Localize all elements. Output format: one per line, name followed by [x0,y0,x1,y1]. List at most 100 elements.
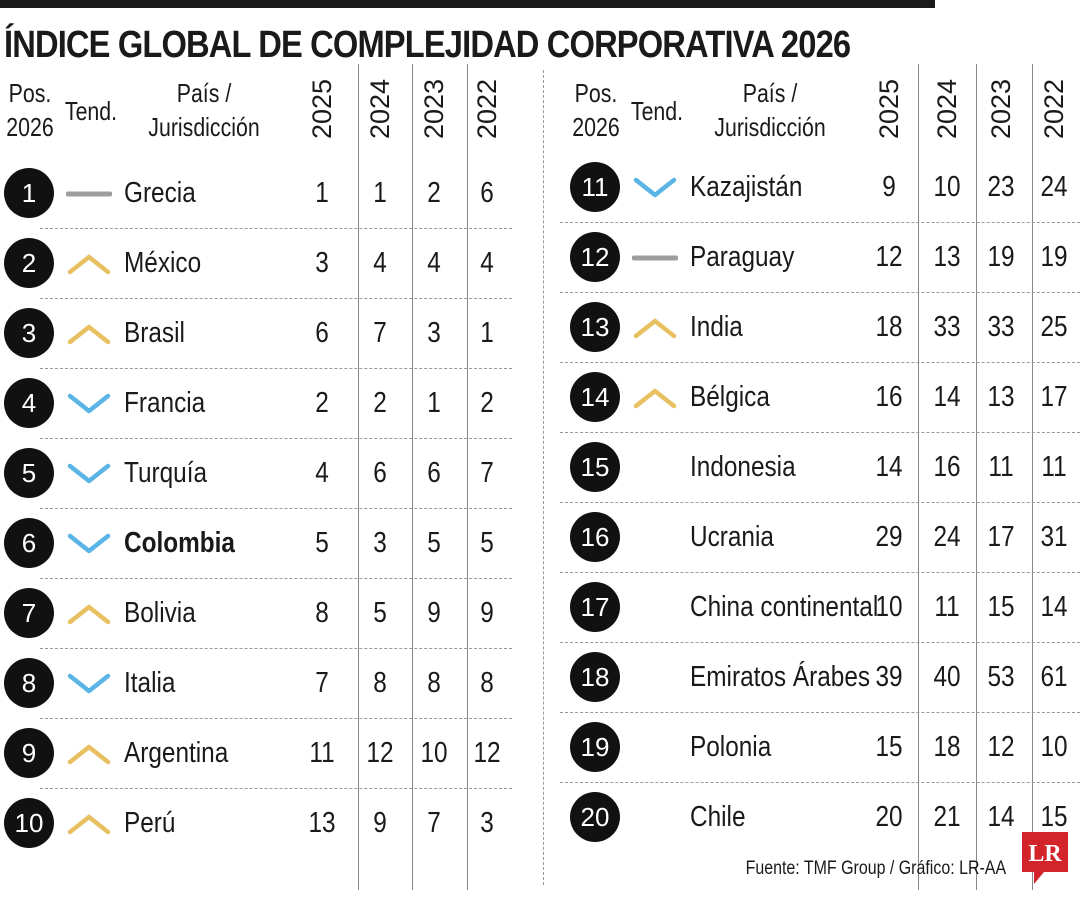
table-row: 4 Francia 2 2 1 2 [0,369,520,439]
rank-2022: 4 [480,247,494,279]
rank-2025: 16 [875,381,903,413]
rank-2025: 3 [315,247,329,279]
rank-2022: 10 [1040,731,1068,763]
row-separator [40,788,512,789]
trend-stroke [67,533,111,554]
rank-2025: 1 [315,177,329,209]
header-year-2023: 2023 [986,78,1016,140]
rank-2023: 10 [420,737,448,769]
rank-2023: 6 [427,457,441,489]
table-row: 11 Kazajistán 9 10 23 24 [560,153,1080,223]
rank-2022: 6 [480,177,494,209]
source-note: Fuente: TMF Group / Gráfico: LR-AA [745,858,1006,879]
rank-2025: 10 [875,591,903,623]
rank-2025: 15 [875,731,903,763]
rank-2024: 14 [933,381,961,413]
trend-empty [632,661,678,695]
header-trend: Tend. [64,96,118,126]
trend-up-icon [67,814,111,835]
country-name: México [124,247,202,279]
trend-down-icon [67,533,111,554]
header-year-2023: 2023 [419,78,449,140]
trend-same-icon [632,255,678,261]
trend-empty [632,591,678,625]
rank-2025: 7 [315,667,329,699]
header-country-line1: País / [742,78,798,108]
table-row: 18 Emiratos Árabes 39 40 53 61 [560,643,1080,713]
rank-2024: 7 [373,317,387,349]
rank-2024: 11 [934,591,960,623]
rank-2023: 8 [427,667,441,699]
position-badge: 8 [4,658,54,708]
position-badge: 14 [570,372,620,422]
header-country: País / Jurisdicción [130,76,278,144]
country-name: Chile [690,801,746,833]
country-name: Paraguay [690,241,795,273]
row-separator [40,508,512,509]
row-separator [40,298,512,299]
country-name: Polonia [690,731,772,763]
position-badge: 17 [570,582,620,632]
rank-2025: 14 [875,451,903,483]
trend-stroke [633,388,677,409]
position-badge: 1 [4,168,54,218]
row-separator [560,782,1080,783]
table-row: 1 Grecia 1 1 2 6 [0,159,520,229]
rank-2022: 24 [1040,171,1068,203]
position-badge: 11 [570,162,620,212]
rank-2023: 3 [427,317,441,349]
table-row: 15 Indonesia 14 16 11 11 [560,433,1080,503]
row-separator [40,648,512,649]
rank-2025: 2 [315,387,329,419]
country-name: Colombia [124,527,235,559]
rank-2024: 3 [373,527,387,559]
rank-2023: 13 [987,381,1015,413]
rank-2024: 13 [933,241,961,273]
table-row: 8 Italia 7 8 8 8 [0,649,520,719]
table-row: 7 Bolivia 8 5 9 9 [0,579,520,649]
rank-2022: 8 [480,667,494,699]
rank-2025: 29 [875,521,903,553]
trend-stroke [67,254,111,275]
header-year-2022: 2022 [472,78,502,140]
header-pos: Pos. 2026 [0,76,63,144]
position-badge: 9 [4,728,54,778]
trend-down-icon [633,177,677,198]
rank-2023: 19 [987,241,1015,273]
header-year-2024: 2024 [365,78,395,140]
rank-2025: 20 [875,801,903,833]
country-name: Bélgica [690,381,770,413]
table-row: 20 Chile 20 21 14 15 [560,783,1080,853]
rank-2024: 1 [373,177,387,209]
rank-2022: 17 [1040,381,1068,413]
table-row: 9 Argentina 11 12 10 12 [0,719,520,789]
row-separator [560,222,1080,223]
row-separator [40,718,512,719]
row-separator [560,292,1080,293]
rank-2022: 61 [1040,661,1068,693]
row-separator [40,438,512,439]
position-badge: 15 [570,442,620,492]
trend-up-icon [67,744,111,765]
header-year-2022: 2022 [1039,78,1069,140]
position-badge: 7 [4,588,54,638]
column-rule [918,64,919,890]
rank-2022: 7 [480,457,494,489]
rank-2022: 1 [480,317,494,349]
country-name: Francia [124,387,206,419]
lr-logo: LR [1022,832,1068,884]
rank-2025: 4 [315,457,329,489]
trend-empty [632,731,678,765]
rank-2022: 2 [480,387,494,419]
position-badge: 20 [570,792,620,842]
position-badge: 4 [4,378,54,428]
rank-2023: 53 [987,661,1015,693]
table-row: 12 Paraguay 12 13 19 19 [560,223,1080,293]
trend-stroke [633,318,677,339]
country-name: Italia [124,667,176,699]
rank-2022: 12 [473,737,501,769]
rank-2025: 13 [308,807,336,839]
rank-2024: 2 [373,387,387,419]
rank-2023: 5 [427,527,441,559]
column-rule [1032,64,1033,890]
